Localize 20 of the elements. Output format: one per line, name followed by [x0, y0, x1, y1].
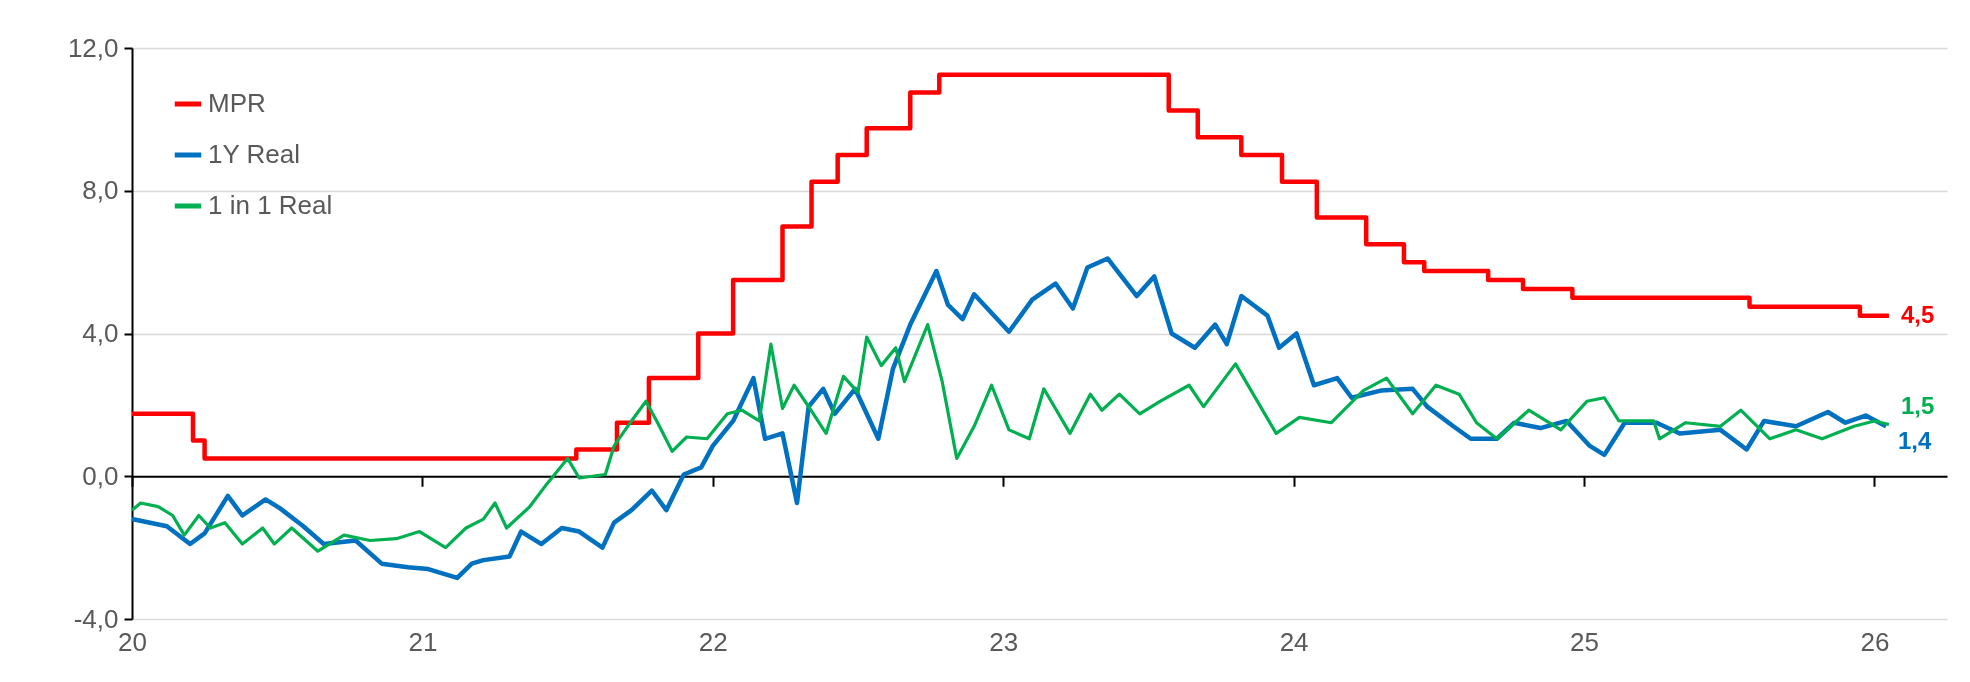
- legend-label: MPR: [208, 88, 266, 118]
- x-tick-label: 22: [698, 626, 728, 657]
- line-series: [130, 322, 1891, 553]
- x-tick-label: 20: [118, 626, 147, 657]
- x-tick-label: 24: [1279, 626, 1309, 657]
- y-tick-label: 4,0: [82, 318, 119, 348]
- y-tick-label: 12,0: [67, 32, 119, 63]
- line-series: [129, 256, 1889, 581]
- legend-label: 1 in 1 Real: [208, 190, 333, 220]
- annotation: 4,5: [1900, 300, 1935, 328]
- y-tick-label: -4,0: [73, 603, 119, 634]
- legend-label: 1Y Real: [208, 139, 301, 169]
- y-tick-label: 0,0: [82, 460, 119, 491]
- annotation: 1,4: [1898, 427, 1933, 455]
- y-tick-label: 8,0: [82, 175, 119, 206]
- annotation: 1,5: [1900, 391, 1935, 419]
- x-tick-label: 23: [989, 626, 1019, 657]
- x-tick-label: 25: [1570, 626, 1599, 657]
- x-tick-label: 21: [408, 626, 438, 657]
- x-tick-label: 26: [1860, 626, 1890, 657]
